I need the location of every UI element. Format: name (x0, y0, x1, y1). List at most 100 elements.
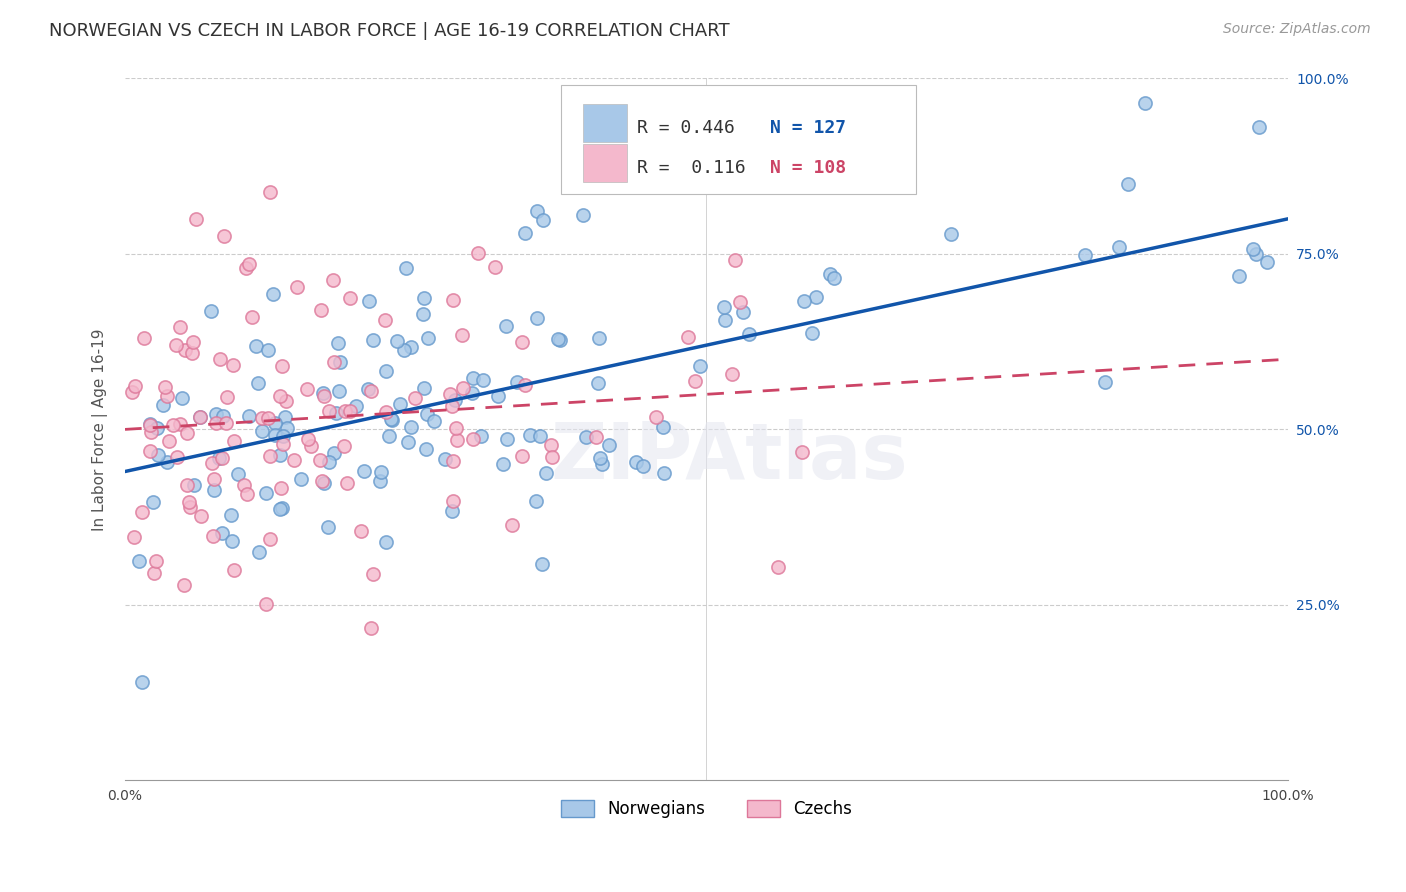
Point (259, 449, 281, 463)
Point (1244, 247, 1267, 261)
Point (128, 554, 150, 568)
Y-axis label: In Labor Force | Age 16-19: In Labor Force | Age 16-19 (93, 328, 108, 531)
Point (211, 450, 233, 465)
Point (121, 385, 143, 400)
Point (264, 417, 287, 431)
Point (131, 675, 153, 690)
Point (312, 476, 335, 491)
Point (325, 406, 347, 420)
Point (254, 485, 277, 500)
Point (793, 293, 815, 308)
Point (451, 381, 474, 395)
Point (202, 483, 225, 498)
Point (652, 466, 675, 480)
Point (184, 212, 207, 227)
Point (450, 328, 472, 343)
Point (531, 212, 554, 227)
Point (318, 404, 340, 418)
Point (222, 358, 245, 372)
Point (219, 508, 242, 523)
Point (1073, 248, 1095, 262)
Point (644, 409, 666, 424)
Point (176, 478, 198, 492)
Point (461, 386, 484, 401)
Point (471, 373, 494, 387)
Point (238, 257, 260, 271)
Point (515, 378, 537, 392)
Point (202, 528, 225, 542)
Point (276, 421, 298, 435)
Point (235, 260, 257, 275)
Point (357, 293, 380, 308)
Point (548, 334, 571, 348)
Point (440, 504, 463, 518)
Point (529, 429, 551, 443)
Point (501, 517, 523, 532)
Text: N = 127: N = 127 (770, 119, 846, 136)
Point (172, 391, 194, 405)
Point (824, 271, 846, 285)
Point (728, 295, 751, 310)
Point (540, 438, 562, 452)
Point (122, 530, 145, 544)
Point (444, 421, 467, 435)
Point (339, 404, 361, 418)
Point (461, 371, 484, 385)
Point (139, 444, 162, 458)
Point (389, 397, 412, 411)
Point (738, 326, 761, 341)
Point (326, 335, 349, 350)
Point (271, 437, 294, 451)
Point (444, 392, 467, 407)
Point (396, 435, 419, 450)
Point (423, 414, 446, 428)
Point (328, 384, 350, 398)
Point (156, 454, 179, 468)
Point (720, 368, 742, 382)
Point (404, 392, 426, 406)
Point (245, 339, 267, 353)
Point (626, 455, 648, 469)
Point (134, 331, 156, 345)
Point (285, 280, 308, 294)
Point (652, 419, 675, 434)
Point (416, 407, 439, 421)
Point (297, 432, 319, 446)
Text: NORWEGIAN VS CZECH IN LABOR FORCE | AGE 16-19 CORRELATION CHART: NORWEGIAN VS CZECH IN LABOR FORCE | AGE … (49, 22, 730, 40)
Point (221, 533, 243, 548)
Point (519, 428, 541, 442)
Point (531, 557, 554, 571)
Point (374, 535, 396, 549)
Point (1116, 177, 1139, 191)
Point (124, 379, 146, 393)
Point (733, 305, 755, 319)
Point (385, 334, 408, 349)
Point (510, 334, 533, 349)
Point (139, 417, 162, 431)
Point (271, 429, 294, 443)
Point (714, 312, 737, 326)
Text: R =  0.116: R = 0.116 (637, 159, 745, 177)
Point (939, 227, 962, 241)
Point (314, 389, 336, 403)
Legend: Norwegians, Czechs: Norwegians, Czechs (554, 793, 859, 824)
Point (270, 359, 292, 374)
Point (381, 413, 404, 427)
Point (820, 268, 842, 282)
Point (441, 293, 464, 307)
Point (269, 501, 291, 516)
Point (256, 411, 278, 425)
Point (312, 385, 335, 400)
Point (374, 313, 396, 327)
Text: ZIPAtlas: ZIPAtlas (551, 419, 908, 495)
Point (575, 430, 598, 444)
Point (392, 343, 415, 357)
Point (205, 417, 228, 431)
Point (370, 474, 392, 488)
Point (344, 399, 367, 413)
Text: N = 108: N = 108 (770, 159, 846, 177)
Point (222, 434, 245, 449)
Text: R = 0.446: R = 0.446 (637, 119, 734, 136)
Point (506, 375, 529, 389)
Point (328, 355, 350, 369)
